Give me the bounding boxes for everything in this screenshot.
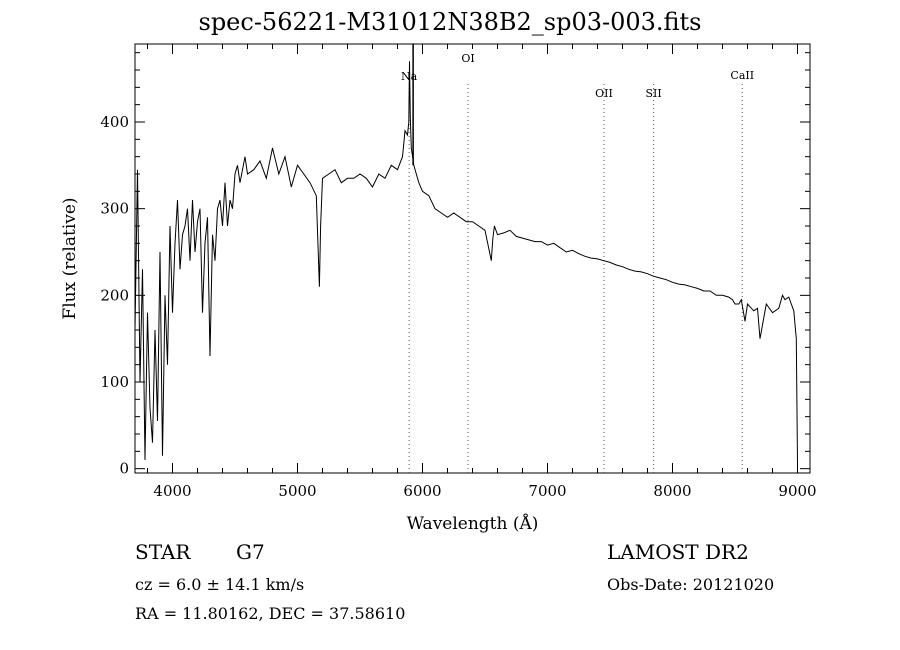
observation-date: Obs-Date: 20121020 bbox=[607, 575, 775, 594]
chart-title: spec-56221-M31012N38B2_sp03-003.fits bbox=[198, 8, 702, 36]
line-marker-label: SII bbox=[646, 87, 662, 100]
x-tick-label: 4000 bbox=[153, 482, 191, 500]
spectrum-line bbox=[135, 61, 798, 465]
redshift-cz: cz = 6.0 ± 14.1 km/s bbox=[135, 575, 305, 594]
x-tick-label: 8000 bbox=[653, 482, 691, 500]
object-class: STAR bbox=[135, 540, 191, 564]
y-tick-label: 300 bbox=[100, 200, 129, 218]
line-marker-label: OI bbox=[461, 52, 474, 65]
x-tick-label: 5000 bbox=[278, 482, 316, 500]
spectral-subclass: G7 bbox=[236, 540, 265, 564]
y-tick-label: 400 bbox=[100, 113, 129, 131]
y-tick-label: 100 bbox=[100, 373, 129, 391]
x-tick-label: 7000 bbox=[528, 482, 566, 500]
survey-name: LAMOST DR2 bbox=[607, 540, 749, 564]
line-marker-label: OII bbox=[595, 87, 613, 100]
plot-frame bbox=[134, 43, 811, 474]
y-tick-label: 0 bbox=[119, 460, 129, 478]
x-axis-label: Wavelength (Å) bbox=[407, 513, 539, 534]
line-marker-label: CaII bbox=[730, 69, 754, 82]
y-tick-label: 200 bbox=[100, 286, 129, 304]
x-tick-label: 6000 bbox=[403, 482, 441, 500]
y-axis-label: Flux (relative) bbox=[60, 197, 80, 319]
ra-dec-coordinates: RA = 11.80162, DEC = 37.58610 bbox=[135, 604, 406, 623]
x-tick-label: 9000 bbox=[778, 482, 816, 500]
